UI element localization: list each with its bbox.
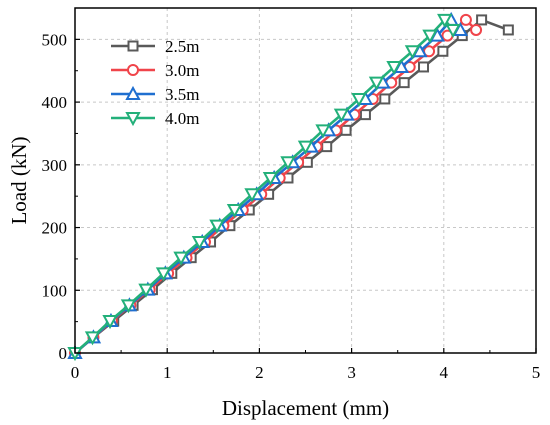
legend-marker (127, 64, 139, 76)
x-tick-label: 5 (532, 363, 541, 382)
y-tick-label: 100 (42, 281, 68, 300)
data-point (280, 156, 296, 171)
data-point (386, 60, 402, 76)
x-tick-label: 4 (440, 363, 449, 382)
data-point (398, 77, 410, 89)
y-axis-title: Load (kN) (7, 136, 31, 224)
data-point (418, 61, 430, 73)
data-point (502, 24, 514, 36)
legend-marker (125, 85, 141, 100)
x-tick-label: 2 (255, 363, 264, 382)
legend-label: 3.5m (165, 85, 199, 104)
plot-frame (74, 7, 537, 354)
data-point (262, 171, 279, 187)
legend-item: 2.5m (111, 37, 199, 56)
data-point (226, 203, 243, 219)
data-point (437, 45, 449, 57)
legend-label: 3.0m (165, 61, 199, 80)
data-point (351, 92, 367, 108)
data-point (84, 331, 101, 346)
x-axis-title: Displacement (mm) (222, 396, 389, 420)
legend-item: 3.0m (111, 61, 199, 80)
data-point (422, 29, 438, 44)
data-point (155, 267, 172, 282)
x-tick-label: 1 (163, 363, 172, 382)
data-point (191, 235, 208, 251)
data-point (476, 14, 488, 26)
data-point (297, 140, 314, 155)
data-point (209, 219, 225, 234)
data-point (173, 251, 189, 266)
legend-marker (125, 112, 141, 127)
legend-marker (127, 40, 139, 52)
x-tick-label: 0 (71, 363, 80, 382)
legend: 2.5m 3.0m 3.5m 4.0m (111, 37, 199, 128)
y-tick-label: 300 (42, 156, 68, 175)
grid (74, 8, 537, 354)
data-point (102, 315, 118, 330)
data-point (437, 13, 453, 29)
data-point (120, 299, 137, 314)
data-point (244, 188, 260, 203)
data-point (321, 141, 333, 153)
data-point (315, 124, 331, 139)
y-tick-label: 200 (42, 219, 68, 238)
y-tick-label: 0 (59, 344, 68, 363)
data-point (333, 108, 350, 123)
data-point (301, 156, 313, 168)
ticks: 0 1 2 3 4 5 0 100 200 300 400 500 (42, 30, 541, 382)
data-point (359, 109, 371, 121)
data-point (470, 23, 483, 36)
data-point (138, 283, 154, 298)
legend-item: 3.5m (111, 85, 199, 104)
data-point (445, 23, 461, 39)
legend-label: 4.0m (165, 109, 199, 128)
data-point (379, 93, 391, 105)
y-tick-label: 500 (42, 30, 68, 49)
x-tick-label: 3 (347, 363, 356, 382)
legend-item: 4.0m (111, 109, 199, 128)
data-point (368, 76, 385, 91)
data-point (404, 45, 421, 60)
legend-label: 2.5m (165, 37, 199, 56)
data-point (459, 13, 472, 26)
y-tick-label: 400 (42, 93, 68, 112)
data-point (340, 124, 352, 136)
